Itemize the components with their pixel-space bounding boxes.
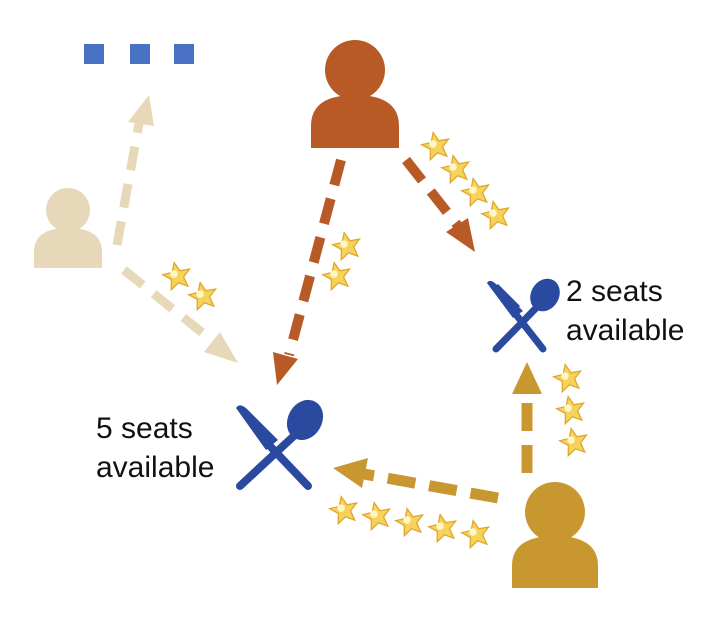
star-icon [459,517,493,550]
star-icon [186,279,220,312]
star-icon [330,229,364,262]
seats-label-right-line1: 2 seats [566,275,663,308]
arrow-beige-to-left [121,266,238,363]
arrow-rust-to-right [402,156,475,252]
star-icon [393,505,427,538]
star-icon [459,175,493,208]
person-icon [512,482,598,588]
person-gold [512,482,598,588]
arrows [112,95,542,504]
star-icon [439,152,473,185]
fork-spoon-icon [236,399,324,490]
arrow-rust-to-left [273,158,346,385]
seats-label-right-line2: available [566,314,684,347]
ellipsis-dot [174,44,194,64]
stars [160,129,591,550]
star-icon [426,511,460,544]
restaurant-left [236,399,324,490]
star-icon [327,493,361,526]
ellipsis-dot [130,44,150,64]
star-icon [419,129,453,162]
arrow-gold-to-right [512,362,542,473]
star-icon [479,198,513,231]
person-icon [311,40,399,148]
star-icon [557,425,591,458]
ellipsis-dot [84,44,104,64]
arrow-beige-to-more [112,95,154,246]
star-icon [360,499,394,532]
arrow-gold-to-left [333,458,499,504]
seats-label-left-line2: available [96,451,214,484]
person-icon [34,188,102,268]
seats-label-left-line1: 5 seats [96,412,193,445]
ellipsis-icon [84,44,194,64]
fork-spoon-icon [487,278,560,353]
person-beige [34,188,102,268]
star-icon [320,259,354,292]
star-icon [160,259,194,292]
person-rust [311,40,399,148]
star-icon [554,393,588,426]
star-icon [551,361,585,394]
restaurant-right [487,278,560,353]
